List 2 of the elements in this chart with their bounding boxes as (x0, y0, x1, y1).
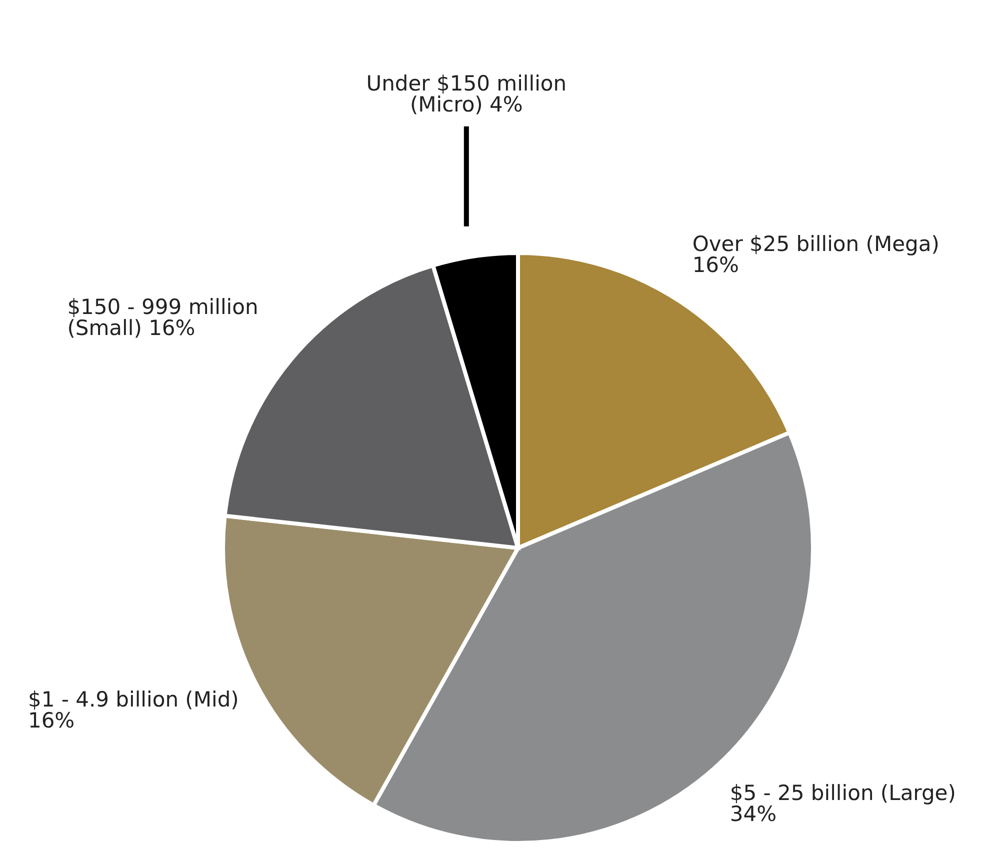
slice-label: $150 - 999 million (Small) 16% (67, 295, 258, 340)
slice-label: Under $150 million (Micro) 4% (366, 71, 567, 116)
